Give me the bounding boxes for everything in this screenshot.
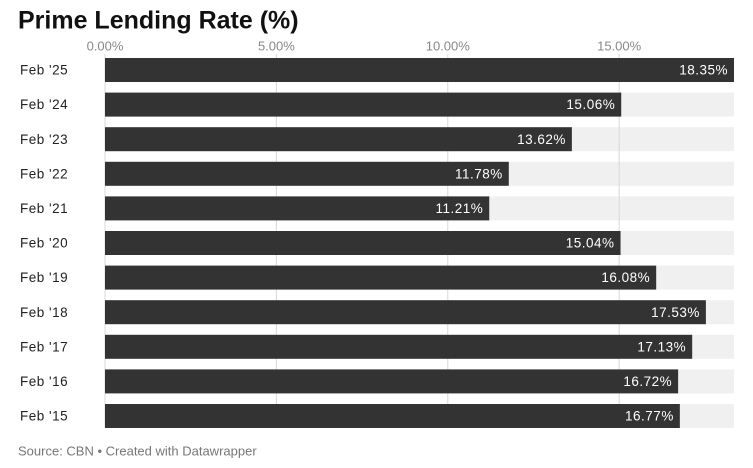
- y-tick-label: Feb '25: [20, 63, 68, 78]
- y-tick-label: Feb '17: [20, 339, 68, 354]
- y-tick-label: Feb '22: [20, 166, 68, 181]
- y-tick-label: Feb '18: [20, 305, 68, 320]
- value-label: 15.06%: [566, 97, 615, 112]
- y-tick-label: Feb '24: [20, 97, 68, 112]
- value-label: 15.04%: [566, 236, 615, 251]
- bar: [105, 196, 490, 221]
- bar: [105, 161, 509, 186]
- x-tick-label: 5.00%: [258, 38, 295, 53]
- y-tick-label: Feb '21: [20, 201, 68, 216]
- value-label: 13.62%: [517, 132, 566, 147]
- y-tick-label: Feb '19: [20, 270, 68, 285]
- y-tick-label: Feb '23: [20, 132, 68, 147]
- bar: [105, 231, 621, 255]
- bar: [105, 334, 693, 359]
- value-label: 17.53%: [651, 305, 700, 320]
- bar: [105, 265, 657, 290]
- bar: [105, 127, 572, 152]
- chart-title: Prime Lending Rate (%): [18, 7, 299, 35]
- y-tick-label: Feb '16: [20, 374, 68, 389]
- value-label: 11.21%: [435, 201, 483, 216]
- y-tick-label: Feb '20: [20, 236, 68, 251]
- value-label: 16.72%: [623, 374, 672, 389]
- value-label: 16.08%: [601, 270, 650, 285]
- x-tick-label: 0.00%: [87, 38, 124, 53]
- value-label: 11.78%: [455, 166, 503, 181]
- bar: [105, 404, 680, 428]
- x-tick-label: 10.00%: [426, 38, 471, 53]
- bar: [105, 300, 706, 325]
- value-label: 16.77%: [625, 409, 674, 424]
- bar: [105, 92, 622, 117]
- value-label: 17.13%: [637, 339, 686, 354]
- value-label: 18.35%: [679, 63, 728, 78]
- bar: [105, 369, 679, 394]
- bar: [105, 58, 734, 82]
- y-tick-label: Feb '15: [20, 409, 68, 424]
- source-note: Source: CBN • Created with Datawrapper: [18, 443, 257, 458]
- x-tick-label: 15.00%: [597, 38, 642, 53]
